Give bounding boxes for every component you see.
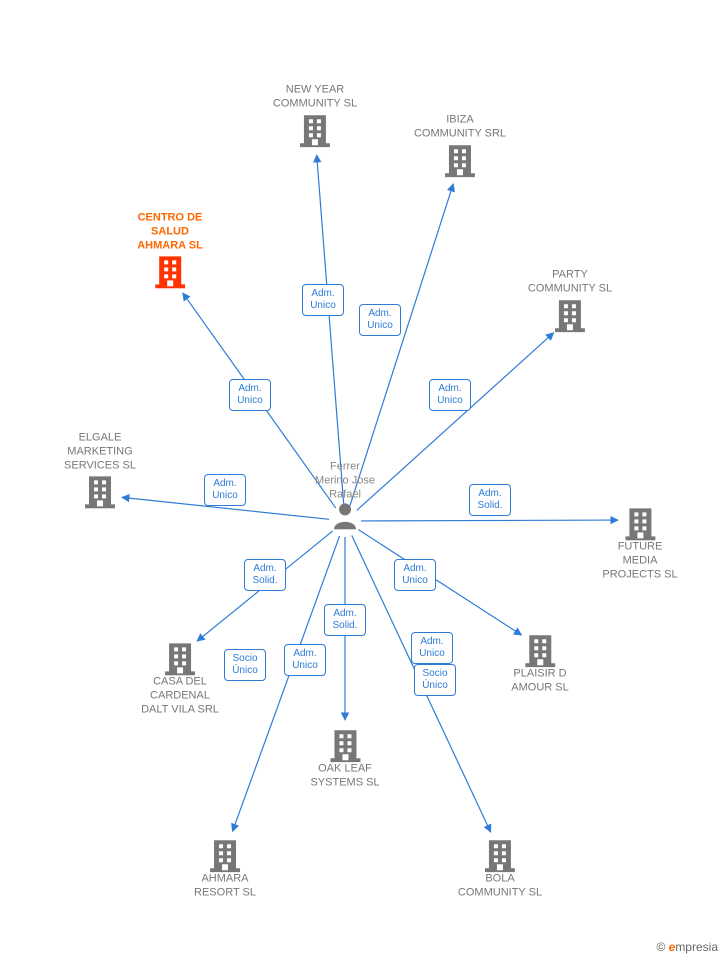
brand-rest: mpresia [675, 940, 718, 954]
building-icon [528, 298, 612, 332]
company-node[interactable]: PLAISIR D AMOUR SL [511, 633, 568, 697]
building-icon [414, 143, 506, 177]
edge-label: Socio Único [224, 649, 266, 681]
company-node[interactable]: CENTRO DE SALUD AHMARA SL [137, 211, 203, 288]
edge-label: Adm. Solid. [469, 484, 511, 516]
company-label: NEW YEAR COMMUNITY SL [273, 83, 357, 111]
company-node[interactable]: FUTURE MEDIA PROJECTS SL [602, 506, 677, 583]
company-label: OAK LEAF SYSTEMS SL [310, 762, 379, 790]
edge-label: Adm. Unico [229, 379, 271, 411]
edge-label: Adm. Solid. [244, 559, 286, 591]
copyright: © empresia [656, 940, 718, 954]
company-label: FUTURE MEDIA PROJECTS SL [602, 540, 677, 581]
edge-line [350, 184, 453, 506]
company-label: ELGALE MARKETING SERVICES SL [64, 431, 136, 472]
company-label: BOLA COMMUNITY SL [458, 872, 542, 900]
company-node[interactable]: CASA DEL CARDENAL DALT VILA SRL [141, 641, 219, 718]
company-node[interactable]: PARTY COMMUNITY SL [528, 268, 612, 332]
person-label: Ferrer Merino Jose Rafael [315, 460, 375, 501]
building-icon [137, 255, 203, 289]
edge-label: Socio Único [414, 664, 456, 696]
company-label: AHMARA RESORT SL [194, 872, 256, 900]
edge-label: Adm. Unico [411, 632, 453, 664]
company-node[interactable]: BOLA COMMUNITY SL [458, 838, 542, 902]
person-icon [315, 502, 375, 530]
company-label: CASA DEL CARDENAL DALT VILA SRL [141, 675, 219, 716]
edge-label: Adm. Solid. [324, 604, 366, 636]
company-node[interactable]: OAK LEAF SYSTEMS SL [310, 728, 379, 792]
edge-line [361, 520, 618, 521]
edge-line [317, 155, 344, 505]
building-icon [64, 475, 136, 509]
edge-label: Adm. Unico [204, 474, 246, 506]
building-icon [458, 838, 542, 872]
company-node[interactable]: ELGALE MARKETING SERVICES SL [64, 431, 136, 508]
company-node[interactable]: NEW YEAR COMMUNITY SL [273, 83, 357, 147]
building-icon [511, 633, 568, 667]
company-label: IBIZA COMMUNITY SRL [414, 113, 506, 141]
edge-line [358, 530, 521, 635]
building-icon [310, 728, 379, 762]
building-icon [141, 641, 219, 675]
edge-label: Adm. Unico [429, 379, 471, 411]
company-label: PLAISIR D AMOUR SL [511, 667, 568, 695]
edge-label: Adm. Unico [359, 304, 401, 336]
company-label: CENTRO DE SALUD AHMARA SL [137, 211, 203, 252]
building-icon [602, 506, 677, 540]
company-label: PARTY COMMUNITY SL [528, 268, 612, 296]
person-node[interactable]: Ferrer Merino Jose Rafael [315, 460, 375, 529]
edge-label: Adm. Unico [394, 559, 436, 591]
building-icon [273, 113, 357, 147]
company-node[interactable]: IBIZA COMMUNITY SRL [414, 113, 506, 177]
edge-label: Adm. Unico [302, 284, 344, 316]
edge-label: Adm. Unico [284, 644, 326, 676]
company-node[interactable]: AHMARA RESORT SL [194, 838, 256, 902]
building-icon [194, 838, 256, 872]
copyright-symbol: © [656, 940, 665, 954]
edge-line [357, 333, 554, 511]
